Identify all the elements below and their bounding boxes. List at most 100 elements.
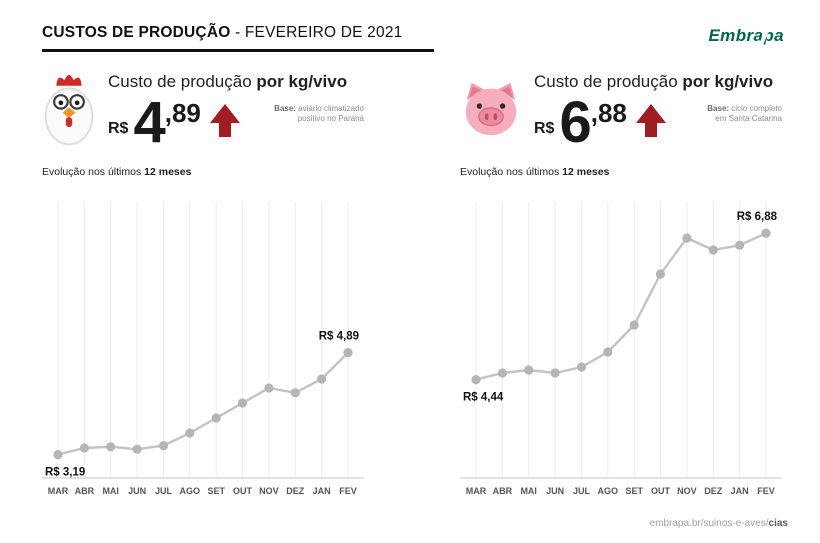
month-label: AGO xyxy=(180,486,201,496)
data-point xyxy=(343,348,353,358)
base-line1: ciclo completo xyxy=(729,104,782,113)
header: CUSTOS DE PRODUÇÃO - FEVEREIRO DE 2021 E… xyxy=(42,22,790,52)
month-label: DEZ xyxy=(286,486,305,496)
data-point xyxy=(603,347,613,357)
data-point xyxy=(185,428,195,438)
evolution-regular: Evolução nos últimos xyxy=(460,166,563,178)
pig-icon xyxy=(465,82,517,136)
data-point xyxy=(237,398,248,408)
data-point xyxy=(497,368,507,378)
price-decimal: ,89 xyxy=(164,98,201,128)
currency-symbol: R$ xyxy=(108,120,129,137)
data-point xyxy=(576,362,587,372)
price-decimal: ,88 xyxy=(590,98,627,128)
trend-line xyxy=(475,232,767,381)
data-point xyxy=(708,245,718,255)
data-point xyxy=(317,374,327,384)
base-label: Base: xyxy=(274,104,296,113)
panel-pig: Custo de produção por kg/vivo R$ 6 ,88 B… xyxy=(460,68,782,504)
panel-pig-price: R$ 6 ,88 Base: ciclo completo em Santa C… xyxy=(534,94,782,152)
data-point xyxy=(132,444,142,454)
panel-chicken-title: Custo de produção por kg/vivo xyxy=(108,72,364,92)
evolution-bold: 12 meses xyxy=(562,166,610,178)
last-value-label: R$ 6,88 xyxy=(737,211,778,223)
month-label: NOV xyxy=(677,486,697,496)
infographic-page: CUSTOS DE PRODUÇÃO - FEVEREIRO DE 2021 E… xyxy=(42,22,790,504)
month-label: SET xyxy=(625,486,643,496)
data-point xyxy=(550,368,560,378)
data-point xyxy=(471,375,481,385)
month-label: ABR xyxy=(75,486,95,496)
base-line2: em Santa Catarina xyxy=(715,114,782,124)
panels-container: Custo de produção por kg/vivo R$ 4 ,89 B… xyxy=(42,68,790,504)
month-label: JUL xyxy=(573,486,591,496)
panel-pig-head: Custo de produção por kg/vivo R$ 6 ,88 B… xyxy=(460,68,782,154)
footer-url-regular: embrapa.br/suinos-e-aves/ xyxy=(649,518,769,529)
data-point xyxy=(524,365,534,375)
base-line1: aviário climatizado xyxy=(295,104,364,113)
month-label: FEV xyxy=(757,486,775,496)
panel-chicken-head: Custo de produção por kg/vivo R$ 4 ,89 B… xyxy=(42,68,364,154)
month-label: JAN xyxy=(313,486,331,496)
data-point xyxy=(682,233,692,243)
first-value-label: R$ 4,44 xyxy=(463,392,504,404)
month-label: FEV xyxy=(339,486,357,496)
data-point xyxy=(106,442,116,452)
month-label: JUN xyxy=(128,486,146,496)
price-integer: 4 xyxy=(133,90,165,155)
panel-pig-title: Custo de produção por kg/vivo xyxy=(534,72,782,92)
data-point xyxy=(79,443,89,453)
evolution-bold: 12 meses xyxy=(144,166,192,178)
title-underline xyxy=(42,49,434,52)
month-label: MAR xyxy=(466,486,487,496)
base-line2: positivo no Paraná xyxy=(297,114,364,124)
evolution-regular: Evolução nos últimos xyxy=(42,166,145,178)
panel-pig-base-note: Base: ciclo completo em Santa Catarina xyxy=(707,104,782,125)
up-arrow-icon xyxy=(209,104,240,137)
data-point xyxy=(211,413,221,423)
pig-cost-chart: R$ 4,44 R$ 6,88 MAR ABR MAI JUN JUL AGO SET OUT NO… xyxy=(460,202,782,496)
trend-line xyxy=(57,351,349,456)
data-point xyxy=(53,450,63,460)
month-label: AGO xyxy=(598,486,619,496)
data-point xyxy=(629,320,639,330)
panel-chicken-price: R$ 4 ,89 Base: aviário climatizado posit… xyxy=(108,94,364,152)
up-arrow-icon xyxy=(635,104,666,137)
panel-pig-title-bold: por kg/vivo xyxy=(682,72,774,91)
panel-chicken-title-regular: Custo de produção xyxy=(108,72,257,91)
data-point xyxy=(290,388,300,398)
last-value-label: R$ 4,89 xyxy=(319,331,359,343)
data-point xyxy=(655,269,666,279)
page-title-bold: CUSTOS DE PRODUÇÃO xyxy=(42,24,231,41)
embrapa-logo: Embrapa xyxy=(708,22,784,48)
month-label: NOV xyxy=(259,486,279,496)
currency-symbol: R$ xyxy=(534,120,555,137)
month-label: JUN xyxy=(546,486,564,496)
month-label: JUL xyxy=(155,486,173,496)
price-integer: 6 xyxy=(559,90,591,155)
footer-url: embrapa.br/suinos-e-aves/cias xyxy=(650,518,788,529)
page-title-rest: - FEVEREIRO DE 2021 xyxy=(230,24,403,41)
month-label: OUT xyxy=(651,486,671,496)
month-label: SET xyxy=(207,486,225,496)
data-point xyxy=(761,228,771,238)
data-point xyxy=(735,240,745,250)
month-label: JAN xyxy=(731,486,749,496)
month-label: MAI xyxy=(102,486,119,496)
data-point xyxy=(264,383,274,393)
month-label: OUT xyxy=(233,486,253,496)
panel-chicken-title-bold: por kg/vivo xyxy=(256,72,348,91)
month-label: MAI xyxy=(520,486,537,496)
panel-chicken: Custo de produção por kg/vivo R$ 4 ,89 B… xyxy=(42,68,364,504)
month-label: DEZ xyxy=(704,486,723,496)
data-point xyxy=(158,441,169,451)
footer-url-bold: cias xyxy=(768,518,788,529)
month-label: MAR xyxy=(48,486,69,496)
chicken-icon xyxy=(44,74,94,146)
panel-chicken-base-note: Base: aviário climatizado positivo no Pa… xyxy=(274,104,364,125)
chicken-cost-chart: R$ 3,19 R$ 4,89 MAR ABR MAI JUN JUL AGO SET OUT NO… xyxy=(42,202,364,496)
embrapa-logo-text: Embrapa xyxy=(708,26,784,45)
base-label: Base: xyxy=(707,104,730,113)
panel-pig-evolution-label: Evolução nos últimos 12 meses xyxy=(460,166,782,178)
panel-pig-title-regular: Custo de produção xyxy=(534,72,683,91)
